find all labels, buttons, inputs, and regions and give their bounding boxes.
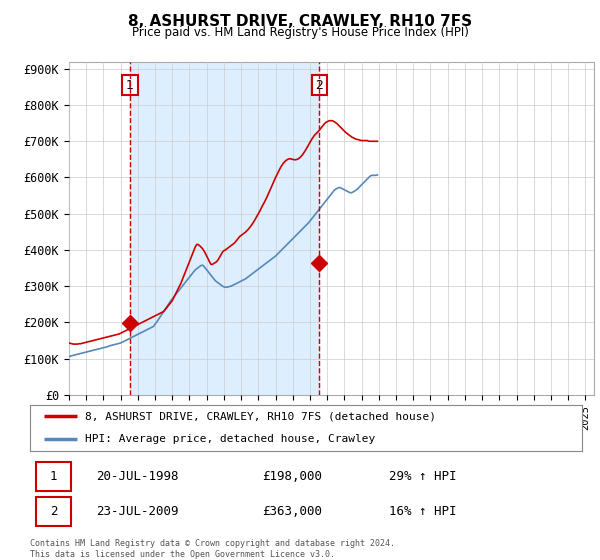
Text: £363,000: £363,000 (262, 505, 322, 519)
Text: Contains HM Land Registry data © Crown copyright and database right 2024.
This d: Contains HM Land Registry data © Crown c… (30, 539, 395, 559)
Text: 16% ↑ HPI: 16% ↑ HPI (389, 505, 457, 519)
Bar (130, 62, 319, 395)
Text: 1: 1 (50, 470, 58, 483)
Text: 23-JUL-2009: 23-JUL-2009 (96, 505, 179, 519)
FancyBboxPatch shape (35, 462, 71, 491)
Text: 29% ↑ HPI: 29% ↑ HPI (389, 470, 457, 483)
Text: 20-JUL-1998: 20-JUL-1998 (96, 470, 179, 483)
Text: 8, ASHURST DRIVE, CRAWLEY, RH10 7FS (detached house): 8, ASHURST DRIVE, CRAWLEY, RH10 7FS (det… (85, 412, 436, 421)
Text: HPI: Average price, detached house, Crawley: HPI: Average price, detached house, Craw… (85, 435, 376, 444)
Text: £198,000: £198,000 (262, 470, 322, 483)
Text: 1: 1 (126, 78, 134, 92)
FancyBboxPatch shape (35, 497, 71, 526)
Text: 2: 2 (316, 78, 323, 92)
Text: 8, ASHURST DRIVE, CRAWLEY, RH10 7FS: 8, ASHURST DRIVE, CRAWLEY, RH10 7FS (128, 14, 472, 29)
Text: 2: 2 (50, 505, 58, 519)
Text: Price paid vs. HM Land Registry's House Price Index (HPI): Price paid vs. HM Land Registry's House … (131, 26, 469, 39)
